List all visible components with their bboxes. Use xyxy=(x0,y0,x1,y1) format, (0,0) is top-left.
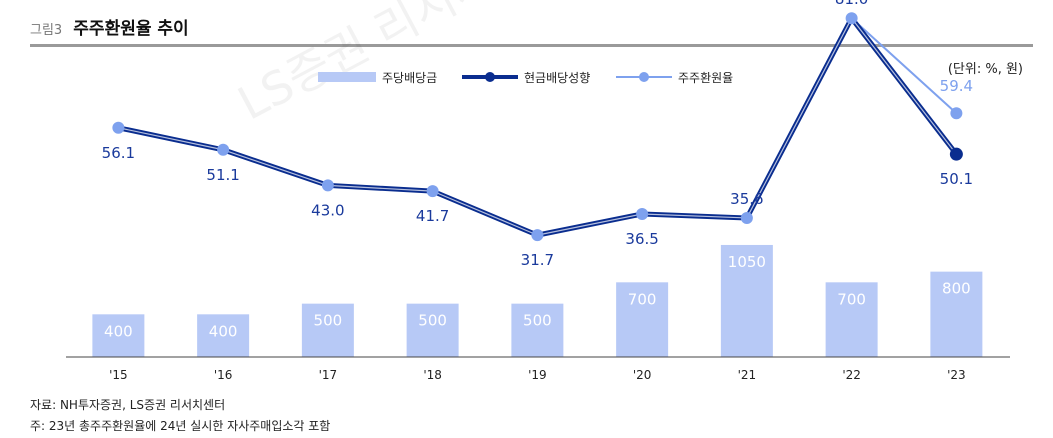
bar-0 xyxy=(92,314,145,357)
x-tick-label-4: '19 xyxy=(528,368,547,382)
source-note: 자료: NH투자증권, LS증권 리서치센터 xyxy=(30,398,226,412)
return-point-2 xyxy=(321,179,334,192)
payout-label-0: 56.1 xyxy=(102,144,135,162)
legend-payout-marker xyxy=(485,72,495,82)
bar-label-3: 500 xyxy=(418,312,447,330)
bar-5 xyxy=(616,282,669,357)
bar-label-8: 800 xyxy=(942,280,971,298)
bar-3 xyxy=(406,303,459,357)
bar-label-5: 700 xyxy=(628,290,657,308)
bar-8 xyxy=(930,271,983,357)
payout-label-5: 36.5 xyxy=(625,230,658,248)
header-divider xyxy=(30,44,1033,47)
x-tick-label-1: '16 xyxy=(214,368,233,382)
bar-label-2: 500 xyxy=(314,312,343,330)
x-tick-label-6: '21 xyxy=(738,368,757,382)
legend-bar-swatch xyxy=(318,72,376,82)
payout-label-4: 31.7 xyxy=(521,251,554,269)
payout-line xyxy=(117,15,959,238)
figure-header: 그림3 주주환원율 추이 xyxy=(30,14,189,44)
bar-2 xyxy=(301,303,354,357)
legend-return-label: 주주환원율 xyxy=(678,71,733,85)
legend-payout-label: 현금배당성향 xyxy=(524,71,590,85)
return-point-0 xyxy=(112,121,125,134)
payout-label-7: 81.0 xyxy=(835,0,868,8)
return-point-4 xyxy=(531,229,544,242)
payout-line-highlight xyxy=(118,17,957,236)
bar-7 xyxy=(825,282,878,357)
bar-4 xyxy=(511,303,564,357)
x-tick-label-3: '18 xyxy=(423,368,442,382)
x-tick-label-5: '20 xyxy=(633,368,652,382)
return-point-8 xyxy=(950,107,963,120)
payout-label-1: 51.1 xyxy=(206,166,239,184)
x-tick-label-2: '17 xyxy=(319,368,338,382)
return-point-5 xyxy=(636,208,649,220)
legend-bar-label: 주당배당금 xyxy=(382,71,437,85)
return-line xyxy=(118,16,958,237)
x-tick-label-7: '22 xyxy=(842,368,861,382)
return-point-7 xyxy=(845,12,858,25)
bar-label-4: 500 xyxy=(523,312,552,330)
bar-label-1: 400 xyxy=(209,322,238,340)
x-tick-label-8: '23 xyxy=(947,368,966,382)
figure-number: 그림3 xyxy=(30,23,63,38)
footnote: 주: 23년 총주주환원율에 24년 실시한 자사주매입소각 포함 xyxy=(30,419,331,433)
bar-label-0: 400 xyxy=(104,322,133,340)
payout-label-2: 43.0 xyxy=(311,201,344,219)
return-point-1 xyxy=(217,143,230,156)
payout-label-6: 35.6 xyxy=(730,190,763,208)
payout-label-8: 50.1 xyxy=(940,170,973,188)
x-tick-label-0: '15 xyxy=(109,368,128,382)
unit-label: (단위: %, 원) xyxy=(947,62,1023,77)
legend-return-marker xyxy=(639,72,649,82)
payout-point-8 xyxy=(949,147,963,161)
return-point-3 xyxy=(426,185,439,198)
figure-title: 주주환원율 추이 xyxy=(73,19,189,39)
return-label-8: 59.4 xyxy=(940,77,973,95)
bar-label-6: 1050 xyxy=(728,253,766,271)
bar-label-7: 700 xyxy=(837,290,866,308)
bar-1 xyxy=(197,314,250,357)
payout-label-3: 41.7 xyxy=(416,207,449,225)
bar-6 xyxy=(720,244,773,357)
return-point-6 xyxy=(740,211,753,224)
